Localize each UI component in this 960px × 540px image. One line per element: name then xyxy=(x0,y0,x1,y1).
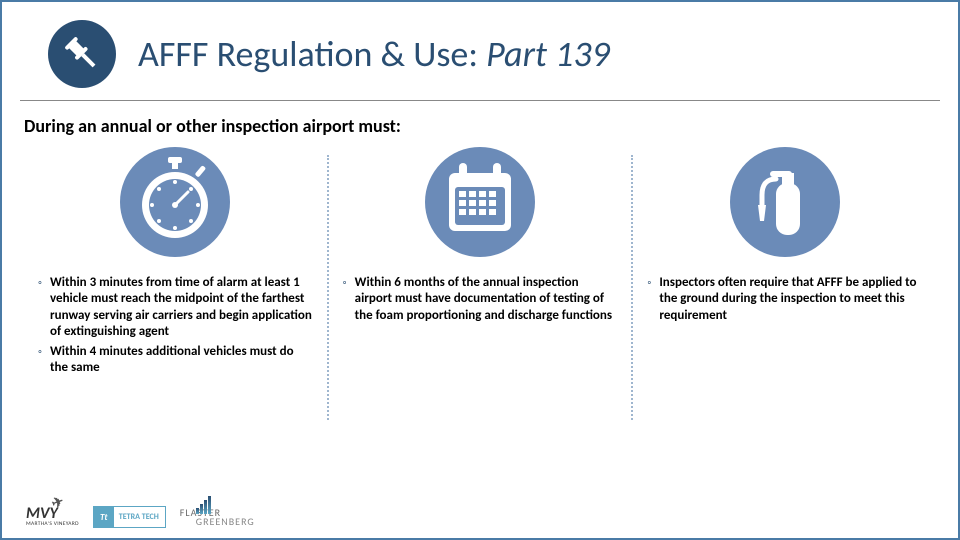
title-italic: Part 139 xyxy=(486,32,610,76)
list-item: ◦ Within 4 minutes additional vehicles m… xyxy=(38,344,313,377)
gavel-icon xyxy=(48,20,116,88)
bullet-marker: ◦ xyxy=(38,344,50,377)
column-1-bullets: ◦ Within 3 minutes from time of alarm at… xyxy=(38,275,313,377)
footer-logos: ✈ MVY MARTHA'S VINEYARD Tt TETRA TECH FL… xyxy=(24,506,269,528)
mvy-main: MVY xyxy=(26,506,79,522)
slide-title: AFFF Regulation & Use: Part 139 xyxy=(138,32,610,76)
content-columns: ◦ Within 3 minutes from time of alarm at… xyxy=(2,141,958,420)
bullet-text: Within 3 minutes from time of alarm at l… xyxy=(50,275,313,340)
title-plain: AFFF Regulation & Use: xyxy=(138,32,486,76)
flaster-bars-icon xyxy=(196,496,211,514)
extinguisher-icon xyxy=(647,147,922,257)
logo-tetratech: Tt TETRA TECH xyxy=(93,506,166,528)
tetra-badge: Tt xyxy=(94,507,114,527)
bullet-marker: ◦ xyxy=(38,275,50,340)
logo-mvy: ✈ MVY MARTHA'S VINEYARD xyxy=(24,506,79,528)
list-item: ◦ Inspectors often require that AFFF be … xyxy=(647,275,922,324)
bullet-marker: ◦ xyxy=(343,275,355,324)
column-1: ◦ Within 3 minutes from time of alarm at… xyxy=(24,147,327,420)
stopwatch-icon xyxy=(38,147,313,257)
list-item: ◦ Within 6 months of the annual inspecti… xyxy=(343,275,618,324)
mvy-sub: MARTHA'S VINEYARD xyxy=(26,522,79,528)
list-item: ◦ Within 3 minutes from time of alarm at… xyxy=(38,275,313,340)
bullet-text: Within 4 minutes additional vehicles mus… xyxy=(50,344,313,377)
bullet-text: Inspectors often require that AFFF be ap… xyxy=(659,275,922,324)
slide-header: AFFF Regulation & Use: Part 139 xyxy=(20,2,940,101)
column-3-bullets: ◦ Inspectors often require that AFFF be … xyxy=(647,275,922,324)
column-2-bullets: ◦ Within 6 months of the annual inspecti… xyxy=(343,275,618,324)
bullet-marker: ◦ xyxy=(647,275,659,324)
subheading: During an annual or other inspection air… xyxy=(2,101,958,141)
calendar-icon xyxy=(343,147,618,257)
tetra-name: TETRA TECH xyxy=(119,512,159,522)
bullet-text: Within 6 months of the annual inspection… xyxy=(355,275,618,324)
logo-flaster-greenberg: FLASTER GREENBERG xyxy=(180,508,269,526)
column-2: ◦ Within 6 months of the annual inspecti… xyxy=(329,147,632,420)
column-3: ◦ Inspectors often require that AFFF be … xyxy=(633,147,936,420)
